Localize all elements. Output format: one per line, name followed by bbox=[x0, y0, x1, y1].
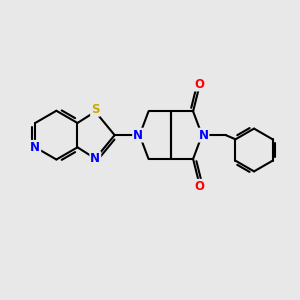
Text: N: N bbox=[90, 152, 100, 165]
Text: O: O bbox=[194, 77, 204, 91]
Text: N: N bbox=[199, 129, 208, 142]
Text: O: O bbox=[194, 180, 204, 193]
Text: N: N bbox=[30, 141, 40, 154]
Text: S: S bbox=[91, 103, 100, 116]
Text: N: N bbox=[133, 129, 143, 142]
